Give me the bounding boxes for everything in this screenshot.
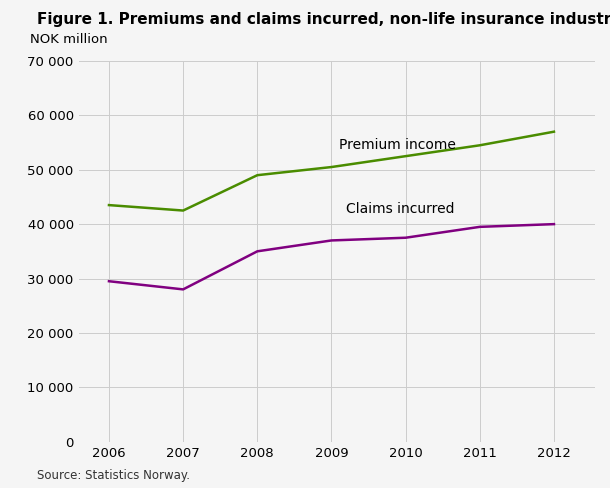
Text: Source: Statistics Norway.: Source: Statistics Norway. (37, 469, 190, 482)
Text: Claims incurred: Claims incurred (346, 202, 455, 216)
Text: Figure 1. Premiums and claims incurred, non-life insurance industry: Figure 1. Premiums and claims incurred, … (37, 12, 610, 27)
Text: Premium income: Premium income (339, 139, 456, 152)
Text: NOK million: NOK million (30, 33, 108, 46)
